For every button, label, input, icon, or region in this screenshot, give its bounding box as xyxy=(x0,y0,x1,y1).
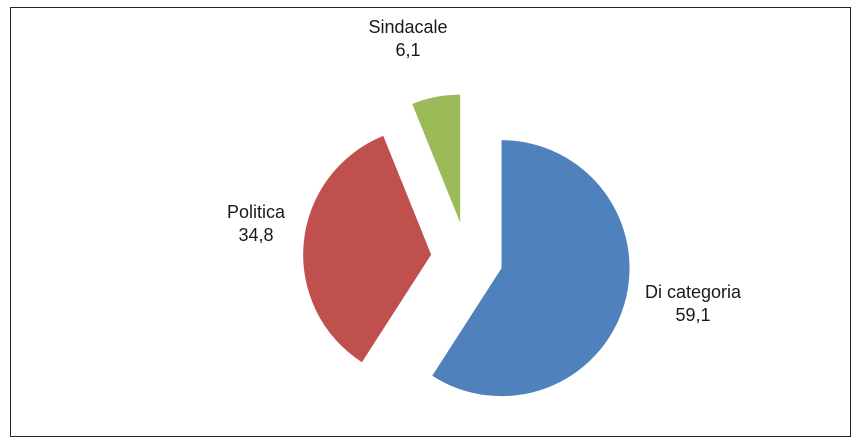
slice-value-label: 59,1 xyxy=(675,305,710,325)
slice-category-label: Politica xyxy=(227,202,286,222)
slice-value-label: 34,8 xyxy=(238,225,273,245)
pie-slice-sindacale xyxy=(412,94,461,223)
pie-slice-di-categoria xyxy=(432,140,630,397)
pie-chart: Di categoria 59,1 Politica 34,8 Sindacale 6,1 xyxy=(227,17,742,397)
pie-labels: Di categoria 59,1 Politica 34,8 Sindacale 6,1 xyxy=(227,17,742,325)
pie-slices xyxy=(303,94,630,397)
slice-value-label: 6,1 xyxy=(395,40,420,60)
pie-slice-politica xyxy=(303,135,432,363)
chart-area xyxy=(10,7,851,437)
slice-category-label: Di categoria xyxy=(645,282,742,302)
slice-category-label: Sindacale xyxy=(368,17,447,37)
